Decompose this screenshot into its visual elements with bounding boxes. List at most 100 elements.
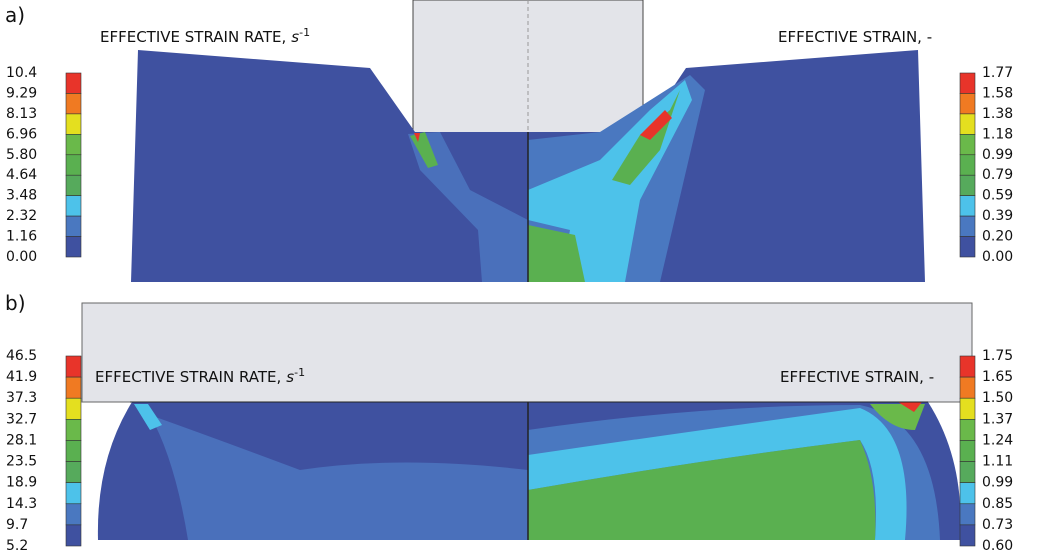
scale-label: 4.64 [6,167,37,183]
scale-label: 5.2 [6,538,28,554]
scale-box [959,397,976,420]
unit-exponent: -1 [294,366,305,379]
unit: s [291,28,299,46]
scale-label: 0.00 [6,249,37,265]
scale-box [65,397,82,420]
scale-box [65,461,82,483]
right-title: EFFECTIVE STRAIN, - [778,28,932,46]
left-body [131,50,528,282]
title-text: EFFECTIVE STRAIN RATE, [95,368,281,386]
scale-box [959,355,976,378]
scale-label: 0.79 [982,167,1013,183]
scale-box [65,154,82,176]
region [150,415,528,540]
scale-label: 46.5 [6,348,37,364]
scale-box [959,376,976,399]
scale-label: 37.3 [6,390,37,406]
region [640,110,672,140]
scale-label: 1.18 [982,126,1013,142]
scale-label: 14.3 [6,496,37,512]
scale-label: 1.11 [982,454,1013,470]
scale-label: 1.65 [982,369,1013,385]
scale-label: 1.50 [982,390,1013,406]
left-title: EFFECTIVE STRAIN RATE, s-1 [100,26,310,46]
region [134,404,162,430]
scale-box [959,419,976,441]
scale-label: 9.7 [6,517,28,533]
scale-box [959,72,976,94]
scale-box [65,215,82,237]
region [528,408,907,540]
scale-box [959,134,976,156]
scale-label: 1.75 [982,348,1013,364]
region [870,404,925,430]
scale-label: 1.37 [982,411,1013,427]
scale-label: 23.5 [6,454,37,470]
scale-box [65,503,82,526]
scale-label: 1.38 [982,106,1013,122]
panel-label: a) [5,3,25,27]
scale-label: 0.20 [982,229,1013,245]
title-text: EFFECTIVE STRAIN RATE, [100,28,286,46]
scale-label: 10.4 [6,65,37,81]
scale-label: 0.99 [982,147,1013,163]
scale-box [959,236,976,258]
scale-box [959,524,976,547]
panel-a-model [131,0,925,282]
scale-label: 0.85 [982,496,1013,512]
scale-label: 6.96 [6,126,37,142]
scale-box [959,482,976,505]
scale-box [959,93,976,115]
scale-box [65,440,82,462]
scale-label: 8.13 [6,106,37,122]
scale-box [959,461,976,483]
scale-label: 1.58 [982,85,1013,101]
scale-label: 2.32 [6,208,37,224]
unit-exponent: -1 [299,26,310,39]
scale-box [65,195,82,217]
scale-label: 0.00 [982,249,1013,265]
scale-box [959,195,976,217]
scale-label: 41.9 [6,369,37,385]
scale-box [959,154,976,176]
scale-box [959,113,976,135]
scale-label: 0.99 [982,475,1013,491]
scale-label: 3.48 [6,188,37,204]
region [528,225,585,282]
region [410,132,438,168]
scale-box [65,72,82,94]
scale-box [65,376,82,399]
region [414,133,420,142]
scale-box [65,134,82,156]
scale-box [65,355,82,378]
scale-label: 9.29 [6,85,37,101]
scale-label: 1.24 [982,432,1013,448]
scale-label: 0.59 [982,188,1013,204]
tool [81,302,973,403]
scale-label: 0.73 [982,517,1013,533]
region [898,402,922,412]
scale-box [959,503,976,526]
scale-box [65,236,82,258]
scale-box [959,174,976,196]
scale-label: 18.9 [6,475,37,491]
scale-box [959,215,976,237]
scale-box [65,482,82,505]
scale-label: 1.77 [982,65,1013,81]
scale-box [65,93,82,115]
region [528,440,876,540]
panel-label: b) [5,291,26,315]
scale-box [65,174,82,196]
scale-box [65,419,82,441]
scale-box [65,113,82,135]
scale-box [65,524,82,547]
scale-label: 5.80 [6,147,37,163]
scale-label: 1.16 [6,229,37,245]
scale-label: 0.60 [982,538,1013,554]
region [408,132,528,282]
scale-box [959,440,976,462]
scale-label: 28.1 [6,432,37,448]
left-title: EFFECTIVE STRAIN RATE, s-1 [95,366,305,386]
panel-b-model [81,302,973,540]
